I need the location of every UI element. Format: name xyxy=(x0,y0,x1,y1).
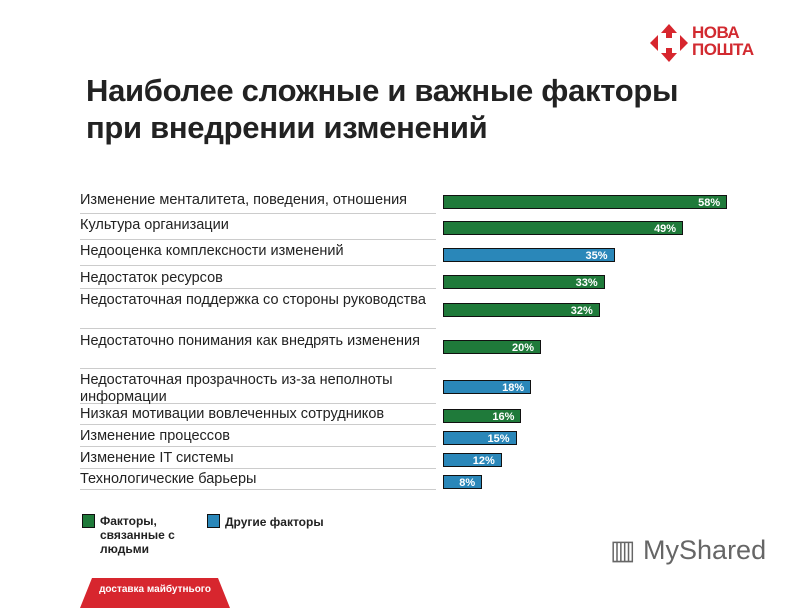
bar: 32% xyxy=(443,303,600,317)
bar: 58% xyxy=(443,195,728,209)
category-label: Недостаточная поддержка со стороны руков… xyxy=(80,292,436,329)
category-label: Культура организации xyxy=(80,217,436,240)
footer-ribbon: доставка майбутнього xyxy=(80,578,230,608)
bar: 33% xyxy=(443,275,605,289)
presentation-icon: ▥ xyxy=(610,535,636,565)
bar: 49% xyxy=(443,221,684,235)
title-line1: Наиболее сложные и важные факторы xyxy=(86,73,679,108)
bar: 15% xyxy=(443,431,517,445)
legend-other: Другие факторы xyxy=(225,515,324,529)
myshared-watermark: ▥ MyShared xyxy=(610,535,766,566)
category-label: Изменение процессов xyxy=(80,428,436,447)
bar: 8% xyxy=(443,475,483,489)
category-label: Изменение IT системы xyxy=(80,450,436,469)
category-label: Изменение менталитета, поведения, отноше… xyxy=(80,192,436,214)
title-line2: при внедрении изменений xyxy=(86,110,488,145)
logo-line1: НОВА xyxy=(692,23,740,42)
data-label: 49% xyxy=(654,223,677,235)
data-label: 8% xyxy=(459,477,476,489)
nova-poshta-logo: НОВА ПОШТА xyxy=(648,22,768,66)
bar: 16% xyxy=(443,409,522,423)
bar: 18% xyxy=(443,380,532,394)
data-label: 20% xyxy=(511,342,534,354)
data-label: 58% xyxy=(698,197,721,209)
data-label: 32% xyxy=(570,305,593,317)
data-label: 33% xyxy=(575,277,598,289)
legend-people: Факторы, связанные с людьми xyxy=(100,514,175,556)
category-label: Низкая мотивации вовлеченных сотрудников xyxy=(80,406,436,425)
legend-swatch-people xyxy=(82,514,95,528)
bar: 12% xyxy=(443,453,502,467)
logo-arrows-icon xyxy=(650,24,688,62)
legend-swatch-other xyxy=(207,514,220,528)
data-label: 12% xyxy=(472,455,495,467)
bar: 20% xyxy=(443,340,541,354)
bar: 35% xyxy=(443,248,615,262)
category-label: Недостаточно понимания как внедрять изме… xyxy=(80,333,436,369)
data-label: 15% xyxy=(487,433,510,445)
category-label: Недостаточная прозрачность из-за неполно… xyxy=(80,372,436,405)
data-label: 18% xyxy=(502,382,525,394)
data-label: 35% xyxy=(585,250,608,262)
page-title: Наиболее сложные и важные факторы при вне… xyxy=(86,72,678,146)
category-label: Технологические барьеры xyxy=(80,471,436,490)
category-label: Недостаток ресурсов xyxy=(80,270,436,289)
logo-line2: ПОШТА xyxy=(692,40,754,59)
watermark-text: MyShared xyxy=(643,535,767,565)
category-label: Недооценка комплексности изменений xyxy=(80,243,436,266)
data-label: 16% xyxy=(492,411,515,423)
